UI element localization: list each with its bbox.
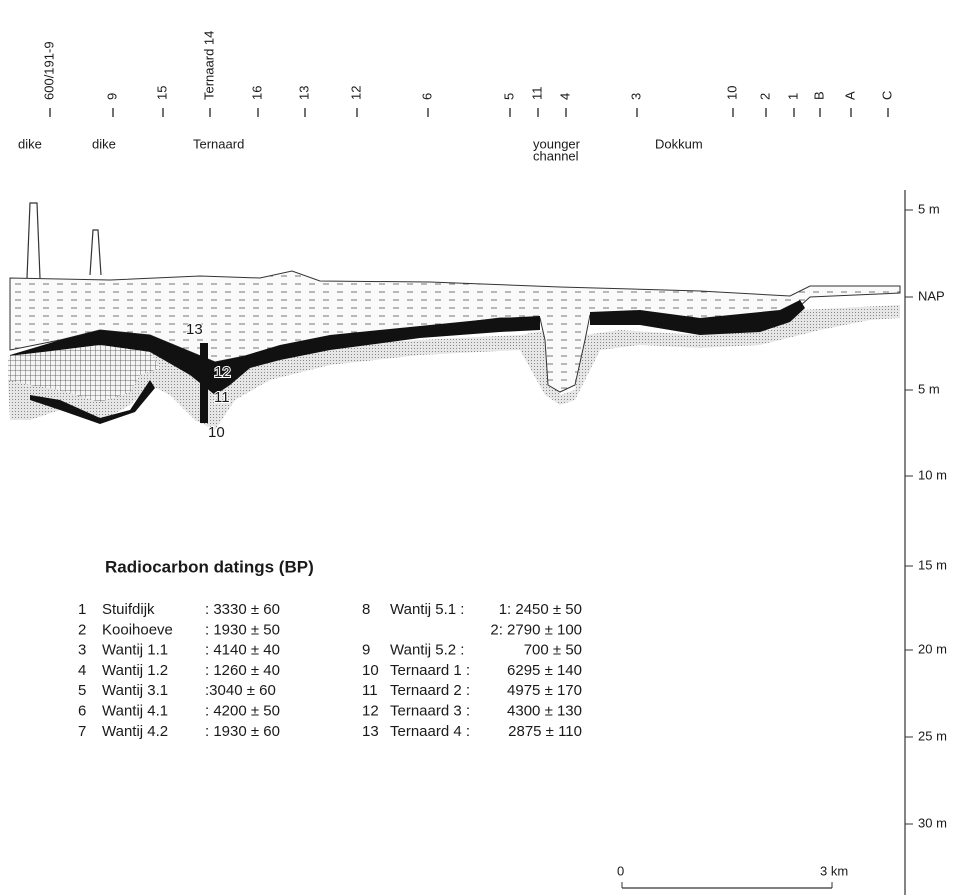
legend-date: : 1260 ± 40	[205, 662, 280, 679]
borehole-label: 11	[529, 87, 544, 101]
legend-date: : 1930 ± 50	[205, 621, 280, 638]
legend-no: 8	[362, 601, 370, 618]
legend-name: Wantij 3.1	[102, 682, 168, 699]
borehole-label: 3	[628, 93, 643, 100]
scale-label: 0	[617, 863, 624, 878]
legend-no: 6	[78, 702, 86, 719]
legend-name: Kooihoeve	[102, 621, 173, 638]
legend-name: Wantij 5.1 :	[390, 601, 464, 618]
sample-label: 11	[214, 389, 230, 406]
legend-no: 2	[78, 621, 86, 638]
legend-no: 1	[78, 601, 86, 618]
legend-no: 3	[78, 642, 86, 659]
legend-date: : 4140 ± 40	[205, 642, 280, 659]
legend-date: 1: 2450 ± 50	[499, 601, 582, 618]
legend-no: 12	[362, 702, 379, 719]
legend-date: :3040 ± 60	[205, 682, 276, 699]
sample-label: 10	[208, 424, 225, 441]
depth-label: 5 m	[918, 381, 940, 396]
place-label: Dokkum	[655, 136, 703, 151]
legend-date: 6295 ± 140	[507, 662, 582, 679]
borehole-label: 16	[249, 86, 264, 100]
borehole-label: B	[811, 91, 826, 100]
borehole	[200, 343, 208, 423]
borehole-label: 10	[724, 86, 739, 100]
borehole-label: 13	[296, 86, 311, 100]
legend-name: Ternaard 3 :	[390, 702, 470, 719]
legend-date: : 1930 ± 60	[205, 723, 280, 740]
place-label: dike	[18, 136, 42, 151]
depth-label: 5 m	[918, 201, 940, 216]
borehole-label: 6	[419, 93, 434, 100]
dike	[27, 203, 101, 278]
legend-date: 4300 ± 130	[507, 702, 582, 719]
scale-label: 3 km	[820, 863, 848, 878]
legend-date: 2875 ± 110	[508, 723, 582, 740]
legend-date: 4975 ± 170	[507, 682, 582, 699]
legend-name: Ternaard 2 :	[390, 682, 470, 699]
borehole-label: 15	[154, 86, 169, 100]
place-label: channel	[533, 148, 579, 163]
legend-date: : 4200 ± 50	[205, 702, 280, 719]
depth-label: 20 m	[918, 641, 947, 656]
legend-no: 13	[362, 723, 379, 740]
legend-name: Wantij 1.2	[102, 662, 168, 679]
depth-label: 30 m	[918, 815, 947, 830]
legend-name: Stuifdijk	[102, 601, 155, 618]
legend-title: Radiocarbon datings (BP)	[105, 557, 314, 576]
borehole-label: A	[842, 91, 857, 100]
borehole-label: 12	[348, 86, 363, 100]
borehole-label: 4	[557, 93, 572, 100]
place-label: dike	[92, 136, 116, 151]
legend-name: Ternaard 1 :	[390, 662, 470, 679]
legend-date: : 3330 ± 60	[205, 601, 280, 618]
legend-name: Ternaard 4 :	[390, 723, 470, 740]
depth-label: 10 m	[918, 467, 947, 482]
cross-section: 600/191-9915Ternaard 141613126511431021B…	[0, 0, 964, 895]
borehole-label: Ternaard 14	[201, 31, 216, 100]
legend-name: Wantij 4.1	[102, 702, 168, 719]
borehole-label: C	[879, 91, 894, 100]
depth-label: NAP	[918, 288, 945, 303]
borehole-label: 1	[785, 93, 800, 100]
legend-date: 700 ± 50	[524, 642, 582, 659]
borehole-label: 600/191-9	[41, 41, 56, 100]
borehole-label: 9	[104, 93, 119, 100]
sample-label: 12	[214, 364, 231, 381]
strata	[8, 203, 900, 430]
legend-no: 4	[78, 662, 86, 679]
legend-name: Wantij 1.1	[102, 642, 168, 659]
legend-no: 9	[362, 642, 370, 659]
legend-name: Wantij 5.2 :	[390, 642, 464, 659]
borehole-label: 2	[757, 93, 772, 100]
sample-label: 13	[186, 321, 203, 338]
legend-date: 2: 2790 ± 100	[490, 621, 582, 638]
legend-no: 5	[78, 682, 86, 699]
legend-no: 10	[362, 662, 379, 679]
legend-no: 11	[362, 682, 378, 699]
depth-label: 25 m	[918, 728, 947, 743]
borehole-label: 5	[501, 93, 516, 100]
place-label: Ternaard	[193, 136, 244, 151]
legend-no: 7	[78, 723, 86, 740]
legend-name: Wantij 4.2	[102, 723, 168, 740]
depth-label: 15 m	[918, 557, 947, 572]
